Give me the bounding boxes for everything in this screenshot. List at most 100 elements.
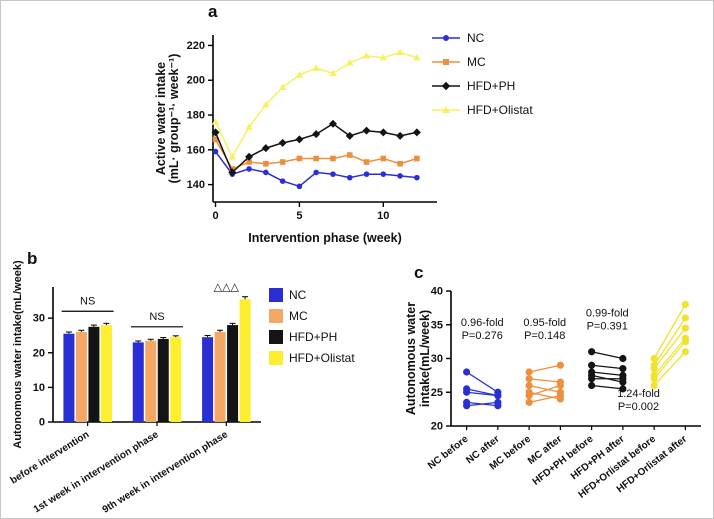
pair-line-MC [528, 391, 561, 400]
chart-text: 0.95-fold [523, 317, 566, 329]
data-point-marker [228, 168, 237, 177]
data-point-marker [312, 130, 321, 139]
data-point-marker [211, 118, 220, 125]
data-point-marker [588, 375, 596, 383]
pair-line-MC [528, 384, 561, 397]
chart-text: 30 [33, 313, 45, 325]
data-point-marker [619, 365, 627, 373]
chart-text: 40 [431, 286, 443, 298]
data-point-marker [619, 385, 627, 393]
data-point-marker [296, 183, 303, 190]
data-point-marker [681, 348, 689, 356]
data-point-marker [650, 354, 658, 363]
legend-item-MC: MC [431, 55, 533, 69]
bar-NC [63, 333, 75, 422]
pair-line-HFD+PH [591, 371, 623, 377]
data-point-marker [363, 159, 370, 165]
data-point-marker [278, 83, 287, 90]
legend-item-NC: NC [431, 31, 533, 45]
bar-HFD+PH [157, 338, 169, 422]
legend-label: HFD+Olistat [467, 103, 533, 117]
chart-text: 1.24-fold [617, 388, 660, 400]
chart-text: 180 [187, 110, 205, 122]
data-point-marker [556, 381, 564, 390]
data-point-marker [397, 160, 403, 167]
pair-line-HFD+PH [591, 351, 624, 360]
data-point-marker [246, 166, 252, 172]
data-point-marker [278, 138, 287, 147]
bar-HFD+PH [227, 325, 239, 422]
data-point-marker [443, 35, 449, 41]
data-point-marker [681, 300, 689, 309]
pair-line-MC [528, 364, 561, 373]
panel-b-legend: NC MC HFD+PH HFD+Olistat [269, 288, 355, 365]
chart-text: NC before [426, 433, 471, 471]
legend-label: MC [289, 309, 308, 323]
panel-a-label: a [208, 2, 218, 21]
data-point-marker [525, 398, 533, 406]
panel-b-label: b [27, 249, 38, 268]
data-point-marker [588, 348, 596, 356]
pair-line-MC [528, 394, 561, 404]
data-point-marker [245, 152, 254, 161]
data-point-marker [556, 392, 564, 400]
data-point-marker [441, 81, 451, 91]
data-point-marker [525, 392, 533, 400]
legend-label: NC [467, 31, 485, 45]
legend-color-swatch [269, 309, 283, 323]
data-point-marker [212, 148, 219, 155]
chart-text: 1st week in intervention phase [32, 429, 161, 515]
chart-text: Autonomous water intake(mL/week) [12, 260, 24, 449]
data-point-marker [346, 152, 353, 158]
data-point-marker [396, 48, 404, 56]
data-point-marker [463, 388, 471, 396]
bar-HFD+Olistat [100, 325, 112, 422]
pair-line-HFD+PH [591, 364, 623, 370]
data-point-marker [397, 173, 403, 179]
bar-NC [132, 342, 144, 422]
legend-color-swatch [269, 288, 283, 302]
data-point-marker [413, 53, 421, 61]
chart-text: 5 [296, 210, 302, 222]
legend-item-NC: NC [269, 288, 355, 302]
data-point-marker [650, 365, 658, 373]
chart-text: 10 [33, 382, 45, 394]
data-point-marker [345, 59, 354, 66]
data-point-marker [396, 131, 405, 140]
legend-item-HFD+Olistat: HFD+Olistat [269, 351, 355, 365]
data-point-marker [263, 169, 269, 176]
legend-label: MC [467, 55, 486, 69]
legend-color-swatch [269, 351, 283, 365]
chart-text: 0.99-fold [586, 308, 629, 320]
pair-line-MC [529, 378, 561, 383]
chart-text: 0 [39, 417, 45, 429]
pair-line-HFD+Orlistat [653, 351, 686, 386]
data-point-marker [313, 169, 319, 176]
data-point-marker [414, 155, 420, 162]
chart-text: 10 [377, 210, 389, 222]
panel-a-legend: NC MC HFD+PH HFD+Olistat [431, 31, 533, 117]
chart-text: 0.96-fold [461, 317, 504, 329]
data-point-marker [412, 128, 421, 137]
data-point-marker [525, 368, 533, 376]
chart-text: P=0.002 [618, 401, 659, 413]
legend-label: HFD+Olistat [289, 351, 355, 365]
legend-item-HFD+PH: HFD+PH [431, 79, 533, 93]
pair-line-HFD+PH [591, 384, 623, 390]
data-point-marker [246, 159, 252, 165]
data-point-marker [345, 131, 354, 140]
chart-text: 160 [187, 144, 205, 156]
legend-item-HFD+Olistat: HFD+Olistat [431, 103, 533, 117]
pair-line-HFD+Orlistat [653, 337, 686, 376]
data-point-marker [494, 398, 502, 406]
data-point-marker [619, 354, 627, 363]
data-point-marker [295, 71, 304, 78]
chart-text: 30 [431, 353, 443, 365]
data-point-marker [362, 126, 371, 135]
chart-text: 20 [33, 347, 45, 359]
data-point-marker [295, 135, 304, 144]
data-point-marker [463, 402, 471, 410]
pair-line-HFD+Orlistat [653, 327, 686, 370]
data-point-marker [228, 152, 237, 160]
